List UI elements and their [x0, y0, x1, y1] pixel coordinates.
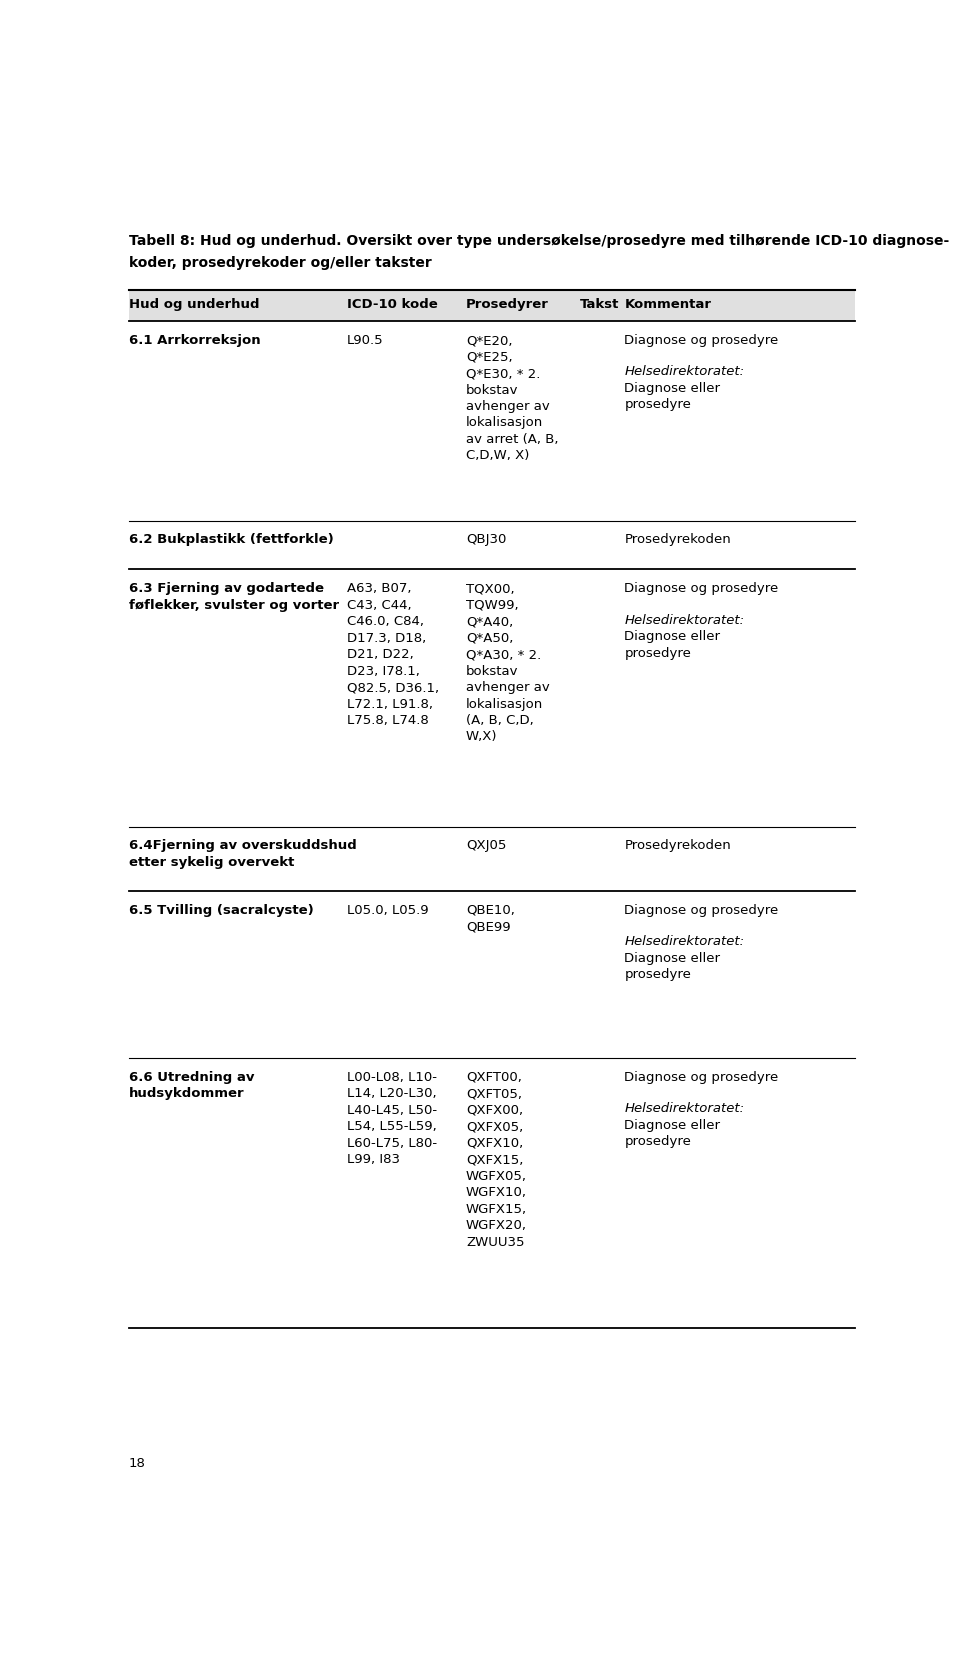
Text: 18: 18: [129, 1456, 146, 1470]
Text: Diagnose eller: Diagnose eller: [624, 1119, 720, 1132]
Text: C,D,W, X): C,D,W, X): [466, 449, 529, 463]
Text: QBJ30: QBJ30: [466, 533, 506, 546]
Text: Diagnose eller: Diagnose eller: [624, 952, 720, 965]
Text: L00-L08, L10-: L00-L08, L10-: [347, 1070, 437, 1084]
Text: Q82.5, D36.1,: Q82.5, D36.1,: [347, 681, 439, 695]
Text: avhenger av: avhenger av: [466, 401, 550, 412]
Text: D21, D22,: D21, D22,: [347, 648, 414, 661]
Text: Takst: Takst: [580, 297, 619, 311]
Text: Diagnose og prosedyre: Diagnose og prosedyre: [624, 583, 779, 595]
Text: L75.8, L74.8: L75.8, L74.8: [347, 715, 429, 726]
Text: Helsedirektoratet:: Helsedirektoratet:: [624, 366, 745, 379]
Text: L99, I83: L99, I83: [347, 1154, 400, 1166]
Text: L40-L45, L50-: L40-L45, L50-: [347, 1104, 437, 1117]
Text: L14, L20-L30,: L14, L20-L30,: [347, 1087, 437, 1101]
Text: prosedyre: prosedyre: [624, 646, 691, 660]
Text: A63, B07,: A63, B07,: [347, 583, 412, 595]
Text: Q*A50,: Q*A50,: [466, 631, 514, 645]
Text: 6.5 Tvilling (sacralcyste): 6.5 Tvilling (sacralcyste): [129, 903, 314, 917]
Text: avhenger av: avhenger av: [466, 681, 550, 695]
Text: ZWUU35: ZWUU35: [466, 1236, 524, 1249]
Text: L72.1, L91.8,: L72.1, L91.8,: [347, 698, 433, 710]
Text: L90.5: L90.5: [347, 334, 384, 347]
Text: QXJ05: QXJ05: [466, 840, 506, 852]
Text: QBE10,: QBE10,: [466, 903, 515, 917]
Text: 6.2 Bukplastikk (fettforkle): 6.2 Bukplastikk (fettforkle): [129, 533, 334, 546]
Text: Prosedyrer: Prosedyrer: [466, 297, 549, 311]
Text: Helsedirektoratet:: Helsedirektoratet:: [624, 935, 745, 949]
Text: Prosedyrekoden: Prosedyrekoden: [624, 533, 732, 546]
Text: D17.3, D18,: D17.3, D18,: [347, 631, 426, 645]
Text: prosedyre: prosedyre: [624, 399, 691, 411]
Text: ICD-10 kode: ICD-10 kode: [347, 297, 438, 311]
Text: W,X): W,X): [466, 730, 497, 743]
Text: TQX00,: TQX00,: [466, 583, 515, 595]
Text: Q*E20,: Q*E20,: [466, 334, 513, 347]
Text: QXFX10,: QXFX10,: [466, 1137, 523, 1149]
Text: 6.6 Utredning av: 6.6 Utredning av: [129, 1070, 254, 1084]
Text: L60-L75, L80-: L60-L75, L80-: [347, 1137, 437, 1149]
Text: Hud og underhud: Hud og underhud: [129, 297, 259, 311]
Text: Helsedirektoratet:: Helsedirektoratet:: [624, 613, 745, 626]
Text: Q*A30, * 2.: Q*A30, * 2.: [466, 648, 541, 661]
Text: Diagnose og prosedyre: Diagnose og prosedyre: [624, 1070, 779, 1084]
Text: bokstav: bokstav: [466, 384, 518, 396]
Text: Q*E30, * 2.: Q*E30, * 2.: [466, 367, 540, 381]
Text: L54, L55-L59,: L54, L55-L59,: [347, 1121, 437, 1134]
Text: QXFT00,: QXFT00,: [466, 1070, 522, 1084]
Text: Diagnose eller: Diagnose eller: [624, 630, 720, 643]
Bar: [129, 291, 855, 321]
Text: Prosedyrekoden: Prosedyrekoden: [624, 840, 732, 852]
Text: Kommentar: Kommentar: [624, 297, 711, 311]
Text: QXFT05,: QXFT05,: [466, 1087, 522, 1101]
Text: føflekker, svulster og vorter: føflekker, svulster og vorter: [129, 600, 339, 611]
Text: QXFX05,: QXFX05,: [466, 1121, 523, 1134]
Text: WGFX15,: WGFX15,: [466, 1202, 527, 1216]
Text: bokstav: bokstav: [466, 665, 518, 678]
Text: (A, B, C,D,: (A, B, C,D,: [466, 715, 534, 726]
Text: av arret (A, B,: av arret (A, B,: [466, 433, 559, 446]
Text: WGFX05,: WGFX05,: [466, 1169, 527, 1182]
Text: prosedyre: prosedyre: [624, 969, 691, 980]
Text: WGFX20,: WGFX20,: [466, 1219, 527, 1232]
Text: 6.4Fjerning av overskuddshud: 6.4Fjerning av overskuddshud: [129, 840, 357, 852]
Text: QBE99: QBE99: [466, 920, 511, 934]
Text: 6.1 Arrkorreksjon: 6.1 Arrkorreksjon: [129, 334, 260, 347]
Text: Diagnose eller: Diagnose eller: [624, 382, 720, 394]
Text: QXFX00,: QXFX00,: [466, 1104, 523, 1117]
Text: Diagnose og prosedyre: Diagnose og prosedyre: [624, 334, 779, 347]
Text: Diagnose og prosedyre: Diagnose og prosedyre: [624, 903, 779, 917]
Text: prosedyre: prosedyre: [624, 1136, 691, 1149]
Text: C43, C44,: C43, C44,: [347, 600, 412, 611]
Text: lokalisasjon: lokalisasjon: [466, 698, 543, 710]
Text: TQW99,: TQW99,: [466, 600, 518, 611]
Text: C46.0, C84,: C46.0, C84,: [347, 615, 424, 628]
Text: Tabell 8: Hud og underhud. Oversikt over type undersøkelse/prosedyre med tilhøre: Tabell 8: Hud og underhud. Oversikt over…: [129, 234, 949, 247]
Text: lokalisasjon: lokalisasjon: [466, 416, 543, 429]
Text: WGFX10,: WGFX10,: [466, 1186, 527, 1199]
Text: koder, prosedyrekoder og/eller takster: koder, prosedyrekoder og/eller takster: [129, 256, 432, 269]
Text: hudsykdommer: hudsykdommer: [129, 1087, 245, 1101]
Text: Helsedirektoratet:: Helsedirektoratet:: [624, 1102, 745, 1116]
Text: 6.3 Fjerning av godartede: 6.3 Fjerning av godartede: [129, 583, 324, 595]
Text: Q*E25,: Q*E25,: [466, 351, 513, 364]
Text: etter sykelig overvekt: etter sykelig overvekt: [129, 857, 295, 868]
Text: QXFX15,: QXFX15,: [466, 1154, 523, 1166]
Text: L05.0, L05.9: L05.0, L05.9: [347, 903, 428, 917]
Text: D23, I78.1,: D23, I78.1,: [347, 665, 420, 678]
Text: Q*A40,: Q*A40,: [466, 615, 514, 628]
